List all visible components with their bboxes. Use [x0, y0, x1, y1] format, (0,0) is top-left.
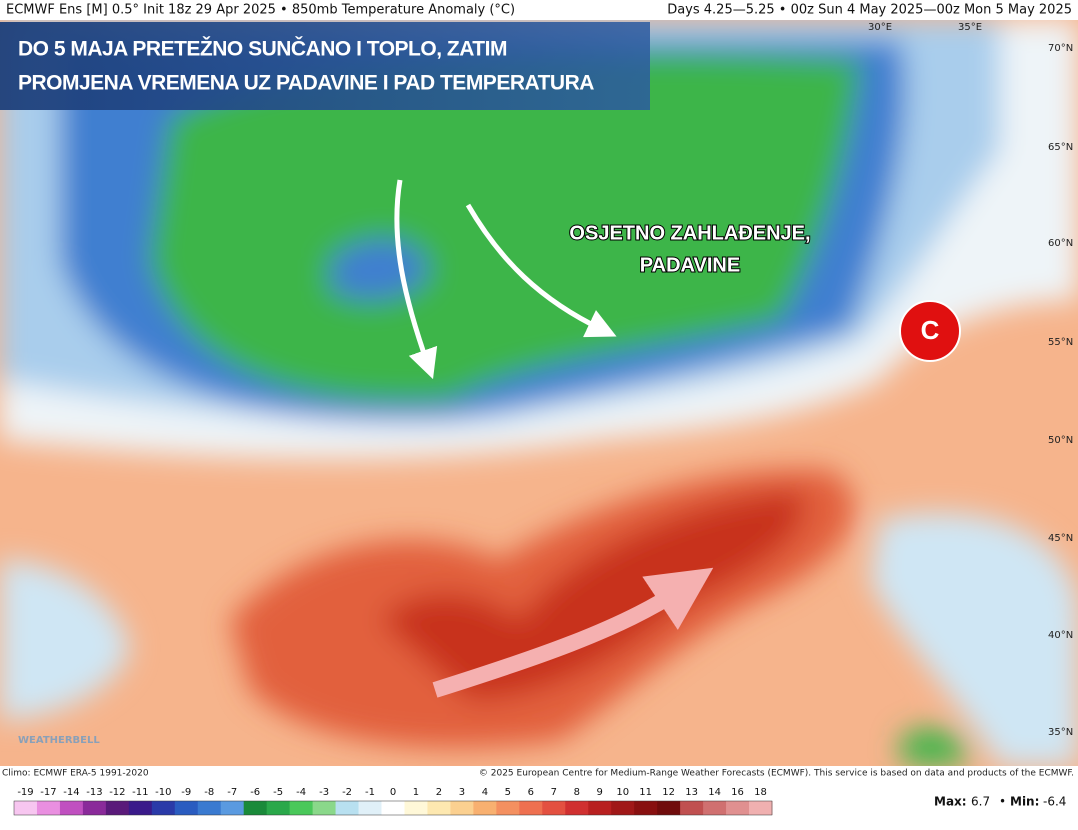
colorbar-segment — [657, 801, 681, 815]
colorbar-label: -11 — [132, 787, 148, 798]
colorbar-label: -10 — [155, 787, 171, 798]
max-label: Max: — [934, 795, 967, 809]
colorbar-label: -5 — [273, 787, 283, 798]
colorbar-segment — [565, 801, 589, 815]
colorbar-segment — [14, 801, 38, 815]
colorbar-label: 6 — [528, 787, 534, 798]
colorbar-segment — [473, 801, 497, 815]
colorbar-label: -8 — [204, 787, 214, 798]
separator: • — [999, 795, 1006, 809]
colorbar-segment — [726, 801, 750, 815]
longitude-label: 30°E — [868, 22, 892, 33]
colorbar-segment — [404, 801, 428, 815]
colorbar-segment — [703, 801, 727, 815]
copyright: © 2025 European Centre for Medium-Range … — [479, 769, 1074, 779]
header-left: ECMWF Ens [M] 0.5° Init 18z 29 Apr 2025 … — [6, 3, 515, 18]
min-label: Min: — [1010, 795, 1039, 809]
colorbar-label: -13 — [86, 787, 102, 798]
title-box — [0, 22, 650, 110]
colorbar-label: -3 — [319, 787, 329, 798]
latitude-label: 50°N — [1048, 435, 1073, 446]
marker: C — [921, 315, 940, 345]
annotation: OSJETNO ZAHLAĐENJE, — [569, 222, 810, 244]
colorbar-label: 10 — [616, 787, 629, 798]
colorbar-segment — [36, 801, 61, 815]
latitude-label: 55°N — [1048, 337, 1073, 348]
map — [0, 20, 1078, 767]
colorbar-label: 0 — [390, 787, 396, 798]
min-value: -6.4 — [1043, 795, 1066, 809]
colorbar-label: 18 — [754, 787, 767, 798]
colorbar-label: -6 — [250, 787, 260, 798]
colorbar-label: -17 — [40, 787, 56, 798]
colorbar-segment — [105, 801, 130, 815]
colorbar-segment — [542, 801, 566, 815]
colorbar-segment — [519, 801, 543, 815]
colorbar-segment — [749, 801, 773, 815]
colorbar-label: -14 — [63, 787, 79, 798]
colorbar-label: 14 — [708, 787, 721, 798]
colorbar-label: 12 — [662, 787, 675, 798]
logo: WEATHERBELL — [18, 735, 100, 746]
colorbar-segment — [496, 801, 520, 815]
colorbar-segment — [427, 801, 451, 815]
colorbar-label: 11 — [639, 787, 652, 798]
colorbar-label: -1 — [365, 787, 375, 798]
colorbar-segment — [174, 801, 199, 815]
colorbar-segment — [220, 801, 245, 815]
colorbar-label: 3 — [459, 787, 465, 798]
latitude-label: 45°N — [1048, 533, 1073, 544]
colorbar-label: 16 — [731, 787, 744, 798]
latitude-label: 70°N — [1048, 43, 1073, 54]
colorbar-label: -19 — [17, 787, 33, 798]
colorbar-segment — [680, 801, 704, 815]
longitude-label: 35°E — [958, 22, 982, 33]
colorbar-frame — [13, 800, 773, 816]
header-right: Days 4.25—5.25 • 00z Sun 4 May 2025—00z … — [667, 3, 1072, 18]
colorbar-label: -12 — [109, 787, 125, 798]
colorbar-label: 5 — [505, 787, 511, 798]
colorbar-label: -7 — [227, 787, 237, 798]
latitude-label: 40°N — [1048, 630, 1073, 641]
colorbar-segment — [312, 801, 337, 815]
overlay-title: DO 5 MAJA PRETEŽNO SUNČANO I TOPLO, ZATI… — [18, 37, 507, 61]
colorbar-segment — [611, 801, 635, 815]
max-value: 6.7 — [971, 795, 990, 809]
colorbar-segment — [266, 801, 291, 815]
colorbar-label: 9 — [597, 787, 603, 798]
colorbar-segment — [243, 801, 268, 815]
latitude-label: 60°N — [1048, 238, 1073, 249]
colorbar-label: 7 — [551, 787, 557, 798]
colorbar-label: 2 — [436, 787, 442, 798]
colorbar-segment — [358, 801, 383, 815]
colorbar-label: -9 — [181, 787, 191, 798]
colorbar-segment — [381, 801, 405, 815]
colorbar-segment — [588, 801, 612, 815]
latitude-label: 65°N — [1048, 142, 1073, 153]
footer-bar — [0, 766, 1078, 826]
header-bar — [0, 0, 1078, 20]
colorbar-segment — [128, 801, 153, 815]
colorbar-segment — [634, 801, 658, 815]
colorbar-segment — [450, 801, 474, 815]
colorbar-segment — [82, 801, 107, 815]
colorbar-segment — [151, 801, 176, 815]
colorbar-segment — [59, 801, 84, 815]
colorbar-label: 1 — [413, 787, 419, 798]
colorbar: -19 -17 -14 -13 -12 -11 -10 -9 -8 -7 -6 -5 -4 -3 -2 -1 0… — [13, 787, 773, 816]
latitude-label: 35°N — [1048, 727, 1073, 738]
colorbar-label: -4 — [296, 787, 306, 798]
annotation: PADAVINE — [640, 254, 740, 276]
colorbar-label: 8 — [574, 787, 580, 798]
colorbar-segment — [335, 801, 360, 815]
climo: Climo: ECMWF ERA-5 1991-2020 — [2, 769, 149, 779]
overlay-title: PROMJENA VREMENA UZ PADAVINE I PAD TEMPE… — [18, 72, 594, 95]
colorbar-segment — [289, 801, 314, 815]
colorbar-label: 13 — [685, 787, 698, 798]
colorbar-label: -2 — [342, 787, 352, 798]
colorbar-label: 4 — [482, 787, 488, 798]
colorbar-segment — [197, 801, 222, 815]
